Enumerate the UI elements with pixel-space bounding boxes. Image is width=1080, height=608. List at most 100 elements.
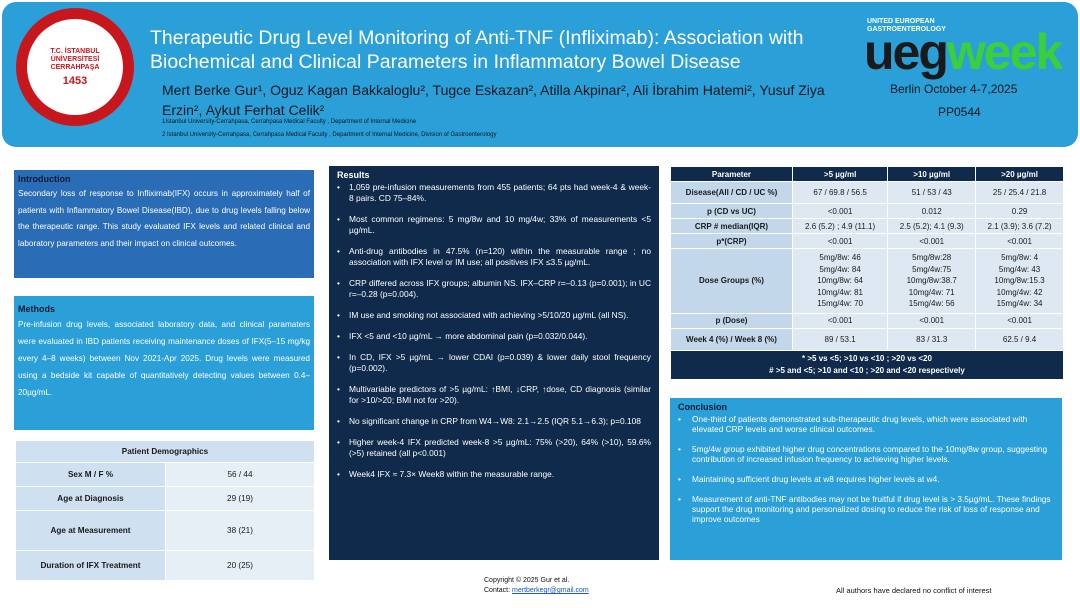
table-row: p (Dose) <0.001 <0.001 <0.001: [670, 312, 1064, 329]
dose-line: 5mg/8w: 46: [819, 253, 861, 262]
dose-line: 5mg/4w:75: [912, 264, 952, 274]
introduction-text: Secondary loss of response to Infliximab…: [18, 189, 310, 248]
demographics-table: Patient Demographics Sex M / F % 56 / 44…: [15, 440, 315, 581]
table-cell: <0.001: [791, 233, 889, 249]
row-label: Week 4 (%) / Week 8 (%): [670, 327, 793, 351]
conclusion-box: Conclusion One-third of patients demonst…: [670, 398, 1062, 560]
dose-line: 15mg/4w: 70: [817, 299, 863, 308]
list-item: Measurement of anti-TNF antibodies may n…: [678, 494, 1054, 524]
dose-line: 10mg/4w: 71: [908, 287, 955, 297]
table-cell: <0.001: [791, 203, 889, 219]
row-label: p (CD vs UC): [670, 203, 793, 219]
conflict-of-interest: All authors have declared no conflict of…: [836, 586, 992, 595]
list-item: Multivariable predictors of >5 µg/mL: ↑B…: [337, 384, 651, 406]
ueg-logo-org: UNITED EUROPEAN GASTROENTEROLOGY: [867, 18, 946, 33]
table-footnote-row: * >5 vs <5; >10 vs <10 ; >20 vs <20 # >5…: [670, 349, 1064, 380]
dose-line: 10mg/4w: 81: [817, 287, 863, 297]
list-item: CRP differed across IFX groups; albumin …: [337, 278, 651, 300]
table-row: Disease(All / CD / UC %) 67 / 69.8 / 56.…: [670, 181, 1064, 204]
table-cell: <0.001: [887, 233, 977, 249]
results-title: Results: [337, 170, 370, 180]
demo-label: Age at Measurement: [15, 510, 166, 551]
list-item: IFX <5 and <10 µg/mL → more abdominal pa…: [337, 331, 651, 342]
dose-line: 10mg/8w:38.7: [906, 276, 957, 285]
table-row: p*(CRP) <0.001 <0.001 <0.001: [670, 233, 1064, 249]
list-item: Higher week-4 IFX predicted week-8 >5 µg…: [337, 437, 651, 459]
list-item: 5mg/4w group exhibited higher drug conce…: [678, 444, 1054, 464]
ueg-week-logo: uegweek: [864, 22, 1063, 82]
column-header: >10 µg/ml: [887, 166, 977, 182]
copyright-notice: Copyright © 2025 Gur et al. Contact: mer…: [484, 576, 589, 596]
footnote-line-1: * >5 vs <5; >10 vs <10 ; >20 vs <20: [802, 353, 932, 363]
table-row: CRP # median(IQR) 2.6 (5.2) ; 4.9 (11.1)…: [670, 218, 1064, 234]
dose-line: 5mg/4w: 84: [819, 264, 861, 274]
seal-arc-text: T.C. İSTANBUL ÜNİVERSİTESİ CERRAHPAŞA: [50, 47, 100, 71]
row-label: CRP # median(IQR): [670, 218, 793, 234]
column-header: Parameter: [670, 166, 793, 182]
dose-line: 5mg/4w: 43: [998, 264, 1041, 274]
dose-line: 10mg/8w: 64: [817, 276, 863, 285]
dose-line: 10mg/4w: 42: [996, 287, 1043, 297]
dose-line: 15mg/4w: 34: [996, 299, 1043, 308]
table-row: Sex M / F % 56 / 44: [15, 462, 315, 487]
table-cell: 62.5 / 9.4: [975, 327, 1064, 351]
table-footnote: * >5 vs <5; >10 vs <10 ; >20 vs <20 # >5…: [670, 349, 1064, 380]
methods-title: Methods: [18, 304, 55, 314]
row-label: Dose Groups (%): [670, 248, 793, 314]
table-cell: 51 / 53 / 43: [887, 181, 977, 204]
list-item: Most common regimens: 5 mg/8w and 10 mg/…: [337, 214, 651, 236]
demo-value: 56 / 44: [165, 462, 315, 487]
table-cell: 2.6 (5.2) ; 4.9 (11.1): [791, 218, 889, 234]
author-list: Mert Berke Gur¹, Oguz Kagan Bakkaloglu²,…: [162, 82, 825, 118]
demographics-title: Patient Demographics: [15, 440, 315, 463]
table-cell: 0.29: [975, 203, 1064, 219]
column-header: >20 µg/ml: [975, 166, 1064, 182]
contact-label: Contact:: [484, 587, 511, 594]
table-cell: 0.012: [887, 203, 977, 219]
demo-label: Sex M / F %: [15, 462, 166, 487]
contact-line: Contact: mertberkegr@gmail.com: [484, 586, 589, 596]
list-item: 1,059 pre-infusion measurements from 455…: [337, 182, 651, 204]
table-cell: 89 / 53.1: [791, 327, 889, 351]
dose-cell: 5mg/8w: 4 5mg/4w: 43 10mg/8w:15.3 10mg/4…: [975, 248, 1064, 314]
university-seal-logo: T.C. İSTANBUL ÜNİVERSİTESİ CERRAHPAŞA 14…: [16, 8, 134, 126]
dose-cell: 5mg/8w: 46 5mg/4w: 84 10mg/8w: 64 10mg/4…: [791, 248, 889, 314]
column-header: >5 µg/ml: [791, 166, 889, 182]
table-cell: <0.001: [975, 233, 1064, 249]
demo-value: 29 (19): [165, 486, 315, 511]
poster-code: PP0544: [938, 105, 981, 119]
poster-title: Therapeutic Drug Level Monitoring of Ant…: [150, 27, 804, 73]
table-row: Age at Measurement 38 (21): [15, 510, 315, 551]
footnote-line-2: # >5 and <5; >10 and <10 ; >20 and <20 r…: [769, 365, 965, 375]
affiliation-1: 1Istanbul University-Cerrahpasa, Cerrahp…: [162, 119, 417, 125]
seal-year: 1453: [62, 74, 88, 87]
introduction-box: Introduction Secondary loss of response …: [14, 170, 314, 278]
copyright-text: Copyright © 2025 Gur et al.: [484, 577, 570, 584]
table-cell: <0.001: [975, 312, 1064, 329]
list-item: IM use and smoking not associated with a…: [337, 310, 651, 321]
row-label: p (Dose): [670, 312, 793, 329]
introduction-title: Introduction: [18, 174, 71, 184]
table-row-dose-groups: Dose Groups (%) 5mg/8w: 46 5mg/4w: 84 10…: [670, 248, 1064, 314]
table-row: Duration of IFX Treatment 20 (25): [15, 550, 315, 581]
list-item: Maintaining sufficient drug levels at w8…: [678, 474, 1054, 484]
contact-email-link[interactable]: mertberkegr@gmail.com: [512, 587, 589, 594]
demo-value: 20 (25): [165, 550, 315, 581]
table-cell: <0.001: [887, 312, 977, 329]
table-cell: <0.001: [791, 312, 889, 329]
table-header-row: Parameter >5 µg/ml >10 µg/ml >20 µg/ml: [670, 166, 1064, 182]
dose-cell: 5mg/8w:28 5mg/4w:75 10mg/8w:38.7 10mg/4w…: [887, 248, 977, 314]
ueg-logo-ueg: ueg: [864, 24, 949, 80]
row-label: Disease(All / CD / UC %): [670, 181, 793, 204]
ueg-logo-week: week: [946, 24, 1063, 80]
list-item: Anti-drug antibodies in 47.5% (n=120) wi…: [337, 246, 651, 268]
table-cell: 2.1 (3.9); 3.6 (7.2): [975, 218, 1064, 234]
table-row: p (CD vs UC) <0.001 0.012 0.29: [670, 203, 1064, 219]
dose-line: 15mg/4w: 56: [908, 299, 955, 308]
table-cell: 83 / 31.3: [887, 327, 977, 351]
demo-value: 38 (21): [165, 510, 315, 551]
affiliation-2: 2 Istanbul University-Cerrahpasa, Cerrah…: [162, 132, 497, 138]
methods-box: Methods Pre-infusion drug levels, associ…: [14, 296, 314, 430]
parameter-table: Parameter >5 µg/ml >10 µg/ml >20 µg/ml D…: [670, 166, 1064, 380]
